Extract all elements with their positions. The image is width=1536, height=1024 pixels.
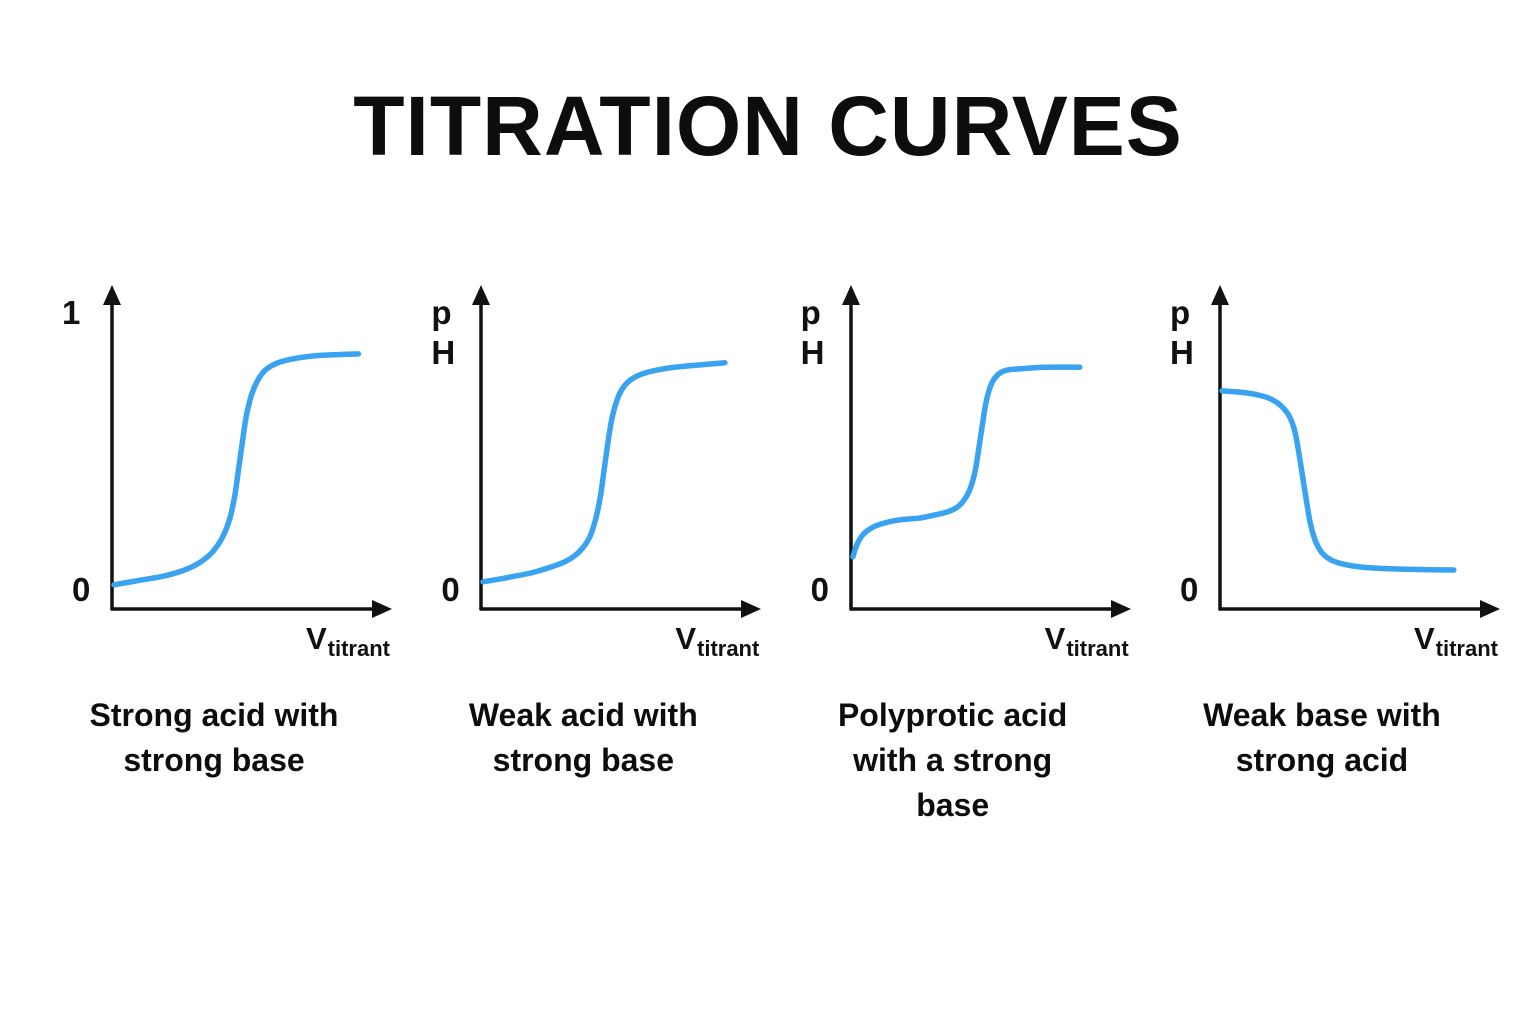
- x-axis-arrowhead-icon: [372, 600, 392, 618]
- chart-strong-acid-strong-base: 1 0 Vtitrant Strong acid with strong bas…: [34, 271, 394, 827]
- y-axis-arrowhead-icon: [103, 285, 121, 305]
- x-axis-arrowhead-icon: [1110, 600, 1131, 618]
- charts-row: 1 0 Vtitrant Strong acid with strong bas…: [0, 271, 1536, 827]
- chart-weak-acid-strong-base: p H 0 Vtitrant Weak acid with strong bas…: [403, 271, 763, 827]
- x-axis-label-subscript: titrant: [1066, 636, 1129, 661]
- plot-area: p H 0 Vtitrant: [1142, 271, 1502, 675]
- titration-curve: [480, 360, 728, 585]
- y-axis-origin-label: 0: [1179, 571, 1199, 608]
- y-axis-origin-label: 0: [72, 571, 91, 608]
- plot-svg: [472, 285, 762, 618]
- y-axis-arrowhead-icon: [1210, 285, 1229, 305]
- chart-caption: Weak base with strong acid: [1203, 697, 1441, 778]
- x-axis-label-main: V: [1044, 621, 1066, 656]
- y-axis-top-label: p H: [1169, 294, 1194, 371]
- chart-weak-base-strong-acid: p H 0 Vtitrant Weak base with strong aci…: [1142, 271, 1502, 827]
- x-axis-label-main: V: [1413, 621, 1435, 656]
- x-axis-label-main: V: [305, 621, 327, 656]
- x-axis-label: Vtitrant: [1045, 621, 1129, 662]
- page-title: TITRATION CURVES: [353, 79, 1183, 173]
- titration-curve: [1219, 388, 1457, 573]
- x-axis-arrowhead-icon: [1479, 600, 1500, 618]
- plot-svg: [841, 285, 1131, 618]
- y-axis-arrowhead-icon: [841, 285, 860, 305]
- x-axis-label: Vtitrant: [675, 621, 759, 662]
- y-axis-top-label: p H: [800, 294, 825, 371]
- plot-svg: [103, 285, 392, 618]
- x-axis-label-subscript: titrant: [327, 636, 390, 661]
- y-axis-origin-label: 0: [441, 571, 460, 608]
- chart-polyprotic-acid-strong-base: p H 0 Vtitrant Polyprotic acid with a st…: [773, 271, 1133, 827]
- plot-svg: [1210, 285, 1500, 618]
- titration-curve: [849, 364, 1083, 560]
- x-axis-label-subscript: titrant: [697, 636, 760, 661]
- x-axis-label-subscript: titrant: [1435, 636, 1498, 661]
- x-axis-label-main: V: [675, 621, 696, 656]
- plot-area: p H 0 Vtitrant: [773, 271, 1133, 675]
- y-axis-top-label: 1: [62, 294, 81, 331]
- chart-caption: Strong acid with strong base: [89, 697, 339, 778]
- plot-area: p H 0 Vtitrant: [403, 271, 763, 675]
- plot-area: 1 0 Vtitrant: [34, 271, 394, 675]
- chart-caption: Weak acid with strong base: [468, 697, 698, 778]
- chart-caption: Polyprotic acid with a strong base: [837, 697, 1068, 823]
- x-axis-label: Vtitrant: [306, 621, 390, 662]
- titration-curve: [111, 351, 362, 588]
- y-axis-arrowhead-icon: [472, 285, 491, 305]
- y-axis-top-label: p H: [431, 294, 456, 371]
- x-axis-arrowhead-icon: [741, 600, 762, 618]
- y-axis-origin-label: 0: [810, 571, 830, 608]
- x-axis-label: Vtitrant: [1414, 621, 1498, 662]
